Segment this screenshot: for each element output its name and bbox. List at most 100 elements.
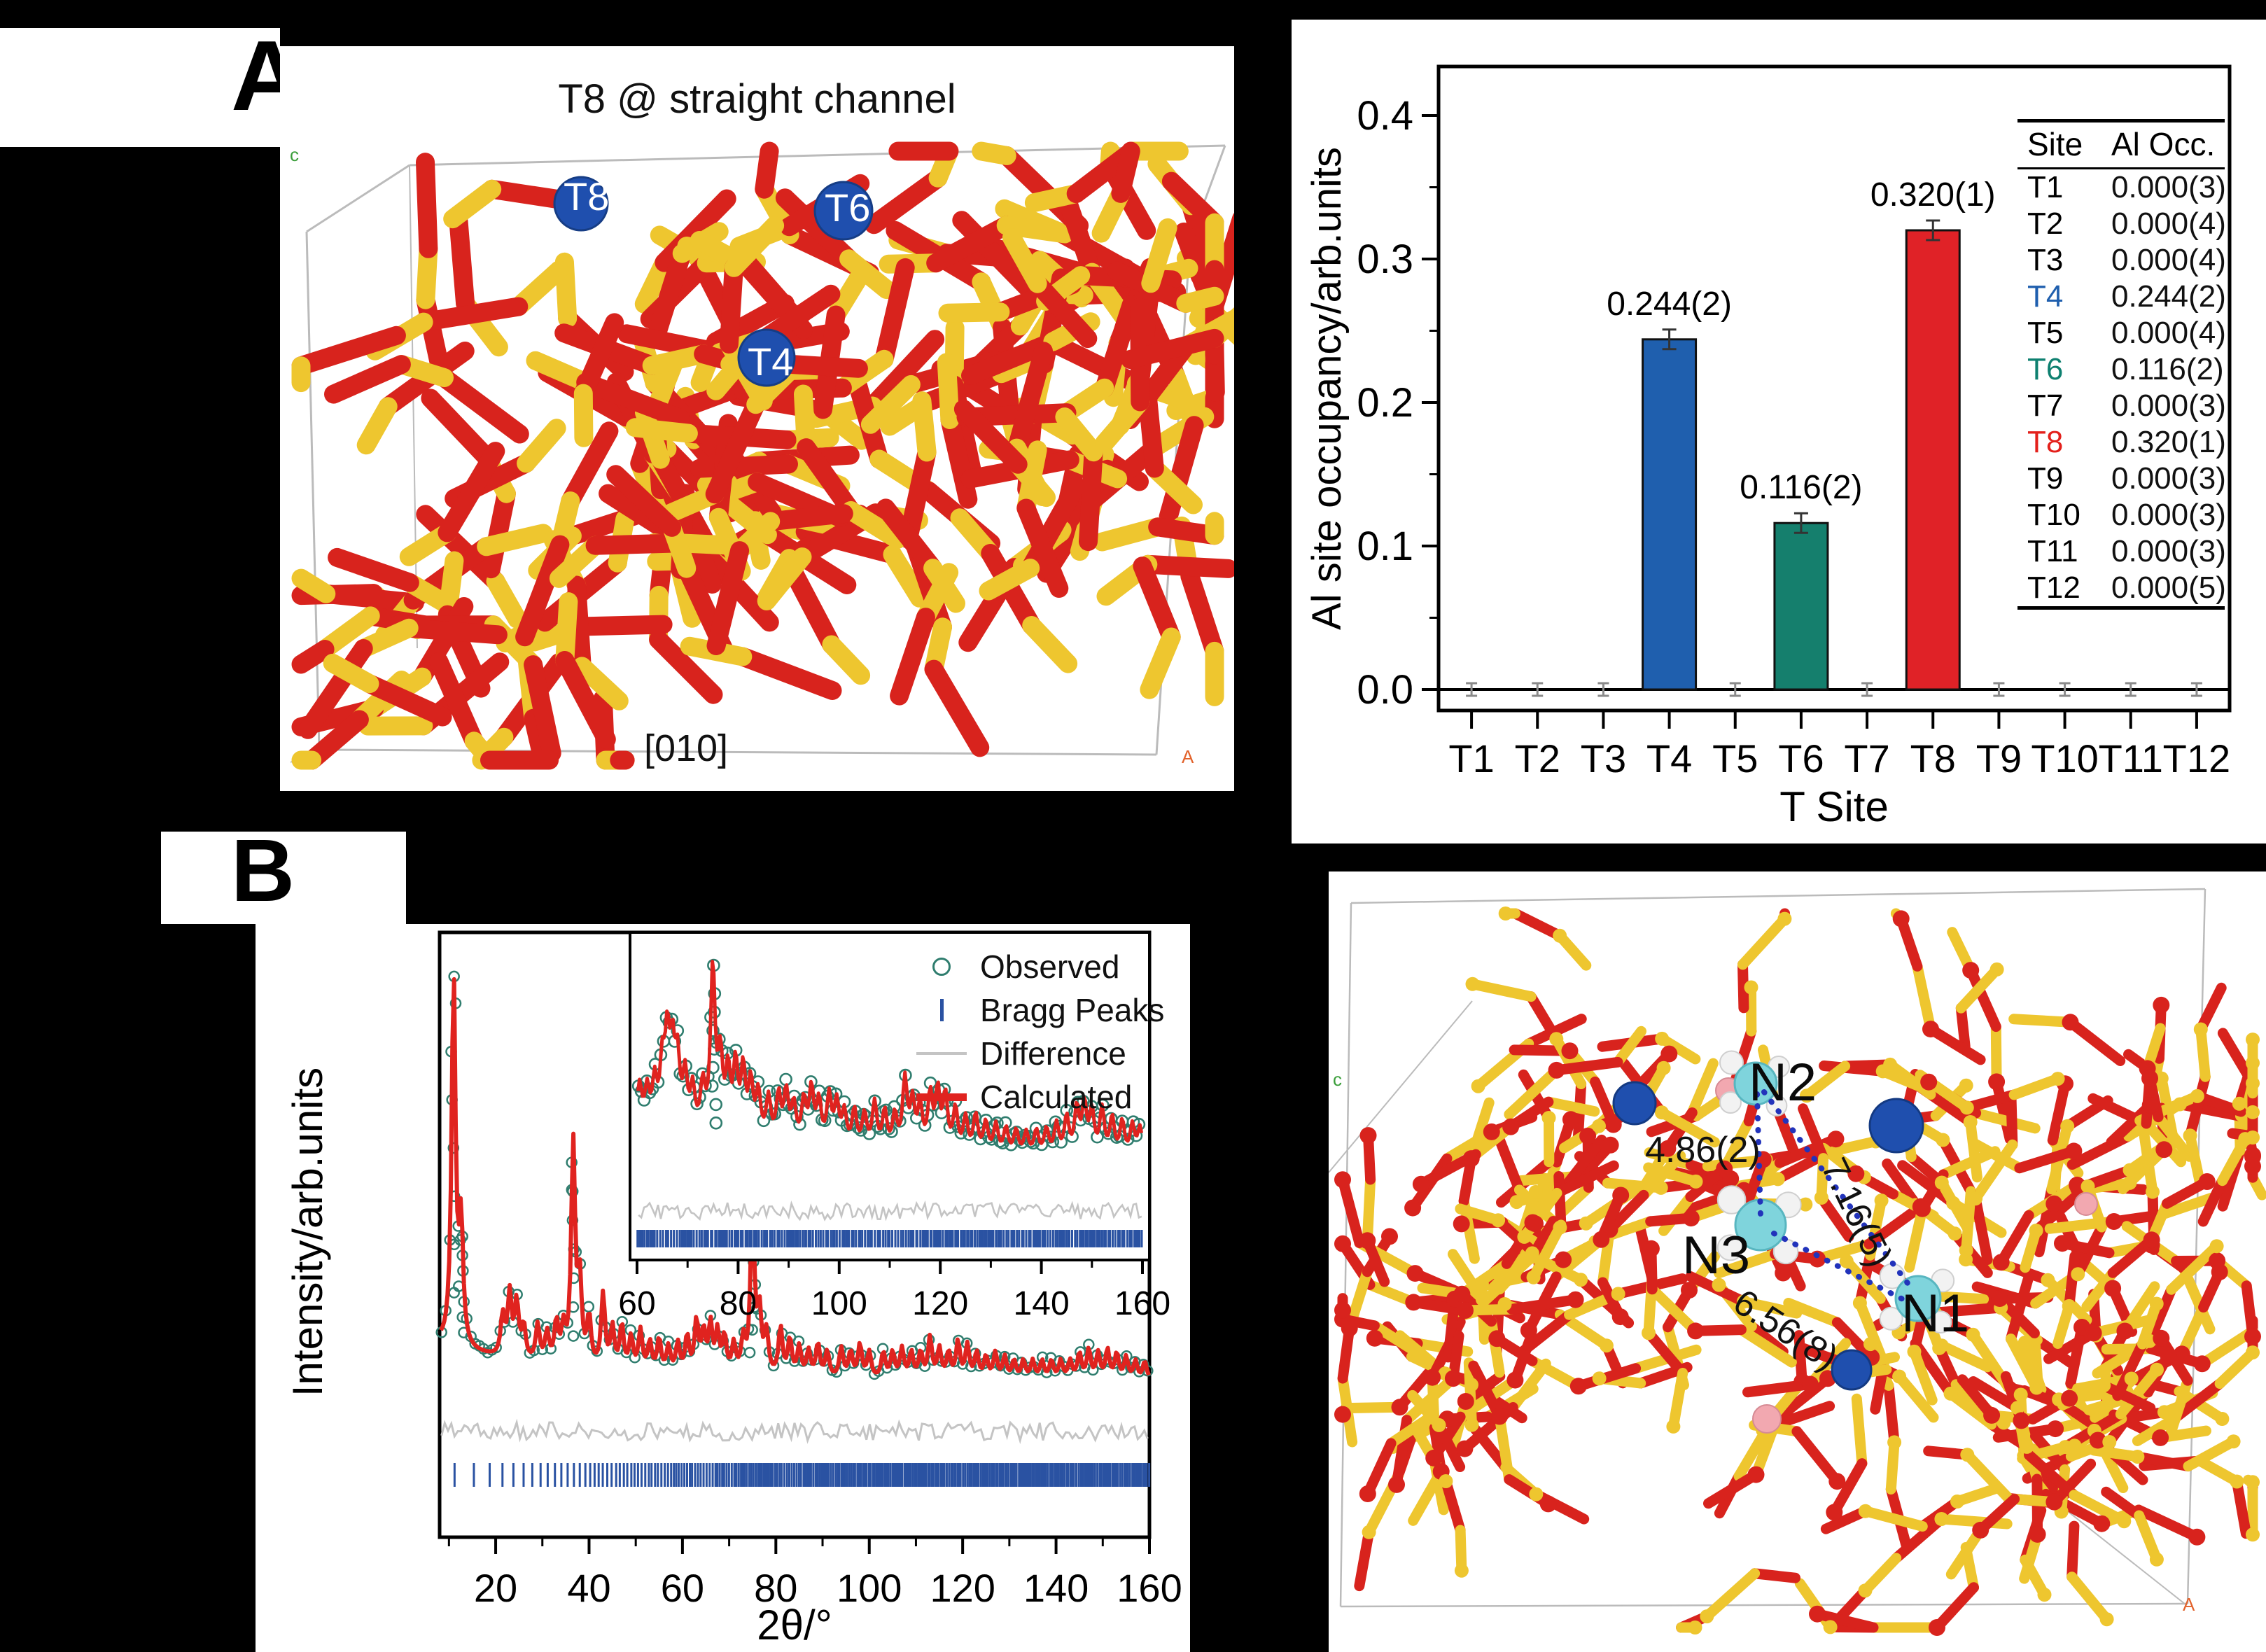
bar-value-label: 0.320(1) [1870, 176, 1996, 214]
svg-text:160: 160 [1117, 1566, 1182, 1610]
svg-text:0.3: 0.3 [1357, 237, 1413, 282]
zeolite-framework-b-drawing [1329, 888, 2266, 1636]
bar-T4 [1642, 338, 1698, 691]
svg-text:T11: T11 [2099, 736, 2163, 780]
al-occupancy-bar-chart: 0.00.10.20.30.4T1 T2 T3 T40.244(2)T5 T60.116… [1304, 64, 2232, 830]
distance-label-n2-n3: 4.86(2) [1645, 1130, 1761, 1170]
ammonium-label-n3: N3 [1682, 1226, 1751, 1285]
panel-a-title: T8 @ straight channel [558, 76, 956, 122]
calculated-marker-icon [903, 1093, 980, 1101]
bar-value-label: 0.116(2) [1740, 469, 1862, 506]
legend-item-difference: Difference [903, 1032, 1164, 1075]
plot-legend: Observed Bragg Peaks Difference Calculat… [903, 945, 1164, 1119]
svg-text:T4: T4 [1646, 736, 1692, 780]
svg-text:0.0: 0.0 [1357, 667, 1413, 713]
al-site-sphere [1831, 1349, 1873, 1391]
bar-T6 [1773, 522, 1829, 691]
hydrogen-sphere [1716, 1234, 1744, 1261]
svg-text:140: 140 [1014, 1285, 1070, 1322]
table-row: T12 0.000(5) [2027, 570, 2226, 605]
svg-text:T7: T7 [1844, 736, 1889, 780]
legend-label: Difference [980, 1035, 1126, 1072]
legend-label: Calculated [980, 1079, 1133, 1115]
svg-text:T3: T3 [1581, 736, 1626, 780]
svg-text:20: 20 [474, 1566, 517, 1610]
legend-item-observed: Observed [903, 945, 1164, 988]
zeolite-framework-a-drawing [290, 141, 1234, 770]
bar-value-label: 0.244(2) [1607, 286, 1732, 323]
svg-text:120: 120 [912, 1285, 968, 1322]
hydrogen-sphere [1879, 1306, 1903, 1331]
difference-marker-icon [903, 1052, 980, 1055]
table-header: Site Al Occ. [2017, 122, 2225, 169]
hydrogen-sphere [1719, 1050, 1744, 1075]
svg-text:60: 60 [618, 1285, 655, 1322]
al-occupancy-chart-panel: 0.0 0.1 0.2 0.3 0.4 T1 T2 T3 T4 0.244(2) T5 T6 0.116… [1292, 20, 2266, 844]
svg-text:T6: T6 [1778, 736, 1824, 780]
svg-text:T8: T8 [1910, 736, 1956, 780]
table-row: T5 0.000(4) [2027, 316, 2226, 350]
svg-text:T5: T5 [1712, 736, 1758, 780]
t-site-sphere [813, 181, 874, 241]
bar-T8 [1905, 229, 1961, 691]
x-axis-title: T Site [1779, 783, 1889, 830]
panel-b-label: B [231, 821, 295, 920]
cell-axis-a-label: A [2183, 1594, 2195, 1615]
al-site-sphere [1868, 1098, 1924, 1154]
difference-curve [440, 1418, 1149, 1445]
rietveld-refinement-panel: 20 40 60 80 100 120 140 160 2θ/° Intensity/arb.un… [256, 924, 1190, 1652]
legend-item-calculated: Calculated [903, 1075, 1164, 1119]
x-axis-title: 2θ/° [757, 1602, 832, 1648]
y-axis-title: Al site occupancy/arb.units [1304, 147, 1350, 630]
calculated-curve [439, 976, 1151, 1376]
svg-text:80: 80 [720, 1285, 757, 1322]
panel-b-label-strip: B [161, 825, 406, 924]
t-site-sphere [737, 328, 796, 387]
svg-text:100: 100 [837, 1566, 902, 1610]
svg-text:160: 160 [1114, 1285, 1170, 1322]
table-row: T3 0.000(4) [2027, 243, 2226, 277]
svg-text:60: 60 [661, 1566, 704, 1610]
svg-text:140: 140 [1023, 1566, 1089, 1610]
table-row: T1 0.000(3) [2027, 170, 2226, 204]
svg-text:80: 80 [754, 1566, 797, 1610]
table-row: T7 0.000(3) [2027, 388, 2226, 423]
svg-text:120: 120 [930, 1566, 995, 1610]
panel-a-structure-view: T8 @ straight channel T8 T6 T4 [010] c A [280, 46, 1234, 791]
inset-difference-curve [638, 1200, 1142, 1222]
site-occupancy-table: Site Al Occ. T1 0.000(3) T2 0.000(4) T3 0.000(4… [2017, 119, 2226, 610]
cell-axis-c-label: c [290, 144, 299, 165]
site-marker-t8: T8 [564, 174, 610, 218]
svg-text:0.1: 0.1 [1357, 524, 1413, 569]
legend-label: Observed [980, 948, 1120, 985]
svg-text:100: 100 [811, 1285, 867, 1322]
observed-marker-icon [903, 958, 980, 976]
svg-text:T12: T12 [2163, 736, 2231, 780]
svg-text:0.2: 0.2 [1357, 380, 1413, 426]
svg-text:40: 40 [567, 1566, 610, 1610]
hydrogen-sphere [1716, 1185, 1747, 1214]
table-row: T2 0.000(4) [2027, 206, 2226, 241]
cell-axis-c-label: c [1333, 1069, 1342, 1090]
bragg-marker-icon [903, 999, 980, 1021]
direction-label-010: [010] [643, 727, 729, 769]
t-site-sphere [553, 176, 609, 232]
ammonium-label-n2: N2 [1749, 1053, 1817, 1112]
svg-text:T10: T10 [2031, 736, 2099, 780]
table-row: T11 0.000(3) [2027, 534, 2226, 568]
table-row: T6 0.116(2) [2027, 352, 2224, 386]
ammonium-n-sphere [1894, 1275, 1942, 1322]
svg-text:T1: T1 [1448, 736, 1494, 780]
ammonium-label-n1: N1 [1901, 1284, 1970, 1343]
table-row: T8 0.320(1) [2027, 425, 2226, 459]
table-row: T10 0.000(3) [2027, 498, 2226, 532]
site-marker-t4: T4 [748, 340, 794, 384]
table-row: T9 0.000(3) [2027, 461, 2226, 496]
panel-b-structure-view: N2 N3 N1 4.86(2) 7.16(5) 6.56(8) c A [1329, 872, 2266, 1652]
svg-text:T2: T2 [1515, 736, 1560, 780]
cell-axis-a-label: A [1182, 746, 1194, 767]
y-axis-title: Intensity/arb.units [284, 1068, 331, 1396]
svg-text:T9: T9 [1976, 736, 2022, 780]
inset-calculated-curve [636, 960, 1144, 1146]
